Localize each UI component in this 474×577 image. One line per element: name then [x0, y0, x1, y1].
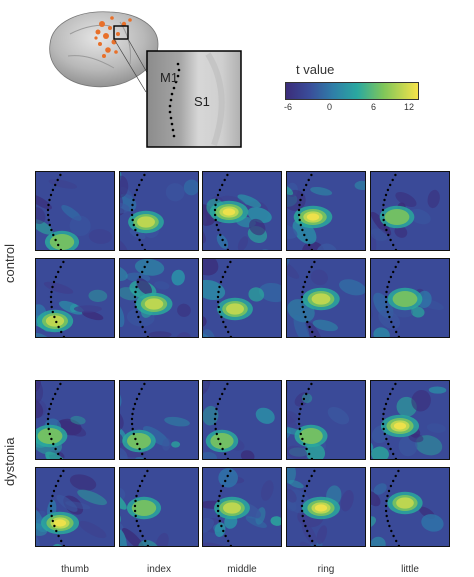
- activation-panel-dystonia-index-2: [119, 467, 199, 547]
- activation-panel-control-ring-1: [286, 171, 366, 251]
- activation-panel-dystonia-middle-1: [202, 380, 282, 460]
- finger-label-ring: ring: [317, 564, 335, 575]
- activation-panel-control-middle-1: [202, 171, 282, 251]
- finger-label-index: index: [147, 564, 171, 575]
- brain-illustration: [49, 11, 159, 93]
- activation-panel-dystonia-index-1: [119, 380, 199, 460]
- activation-panel-dystonia-little-1: [370, 380, 450, 460]
- colorbar-tick-3: 6: [371, 102, 377, 112]
- activation-panel-control-index-2: [119, 258, 199, 338]
- finger-label-little: little: [401, 564, 419, 575]
- activation-panel-dystonia-ring-1: [286, 380, 366, 460]
- colorbar-tick-4: 12: [404, 102, 415, 112]
- group-label-control: control: [2, 243, 17, 283]
- activation-panel-control-index-1: [119, 171, 199, 251]
- activation-panel-control-ring-2: [286, 258, 366, 338]
- activation-panel-control-middle-2: [202, 258, 282, 338]
- activation-panel-control-thumb-2: [35, 258, 115, 338]
- activation-panel-dystonia-little-2: [370, 467, 450, 547]
- colorbar-tick-1: -6: [284, 102, 293, 112]
- activation-panel-control-thumb-1: [35, 171, 115, 251]
- activation-panel-dystonia-middle-2: [202, 467, 282, 547]
- zoom-inset: [146, 50, 242, 148]
- colorbar-title: t value: [296, 62, 335, 77]
- colorbar-tick-2: 0: [327, 102, 333, 112]
- finger-label-middle: middle: [227, 564, 257, 575]
- activation-panel-control-little-1: [370, 171, 450, 251]
- activation-panel-dystonia-thumb-1: [35, 380, 115, 460]
- m1-label: M1: [160, 70, 179, 85]
- s1-label: S1: [194, 94, 210, 109]
- colorbar: [285, 82, 419, 100]
- activation-panel-control-little-2: [370, 258, 450, 338]
- activation-panel-dystonia-thumb-2: [35, 467, 115, 547]
- activation-panel-dystonia-ring-2: [286, 467, 366, 547]
- group-label-dystonia: dystonia: [2, 437, 17, 486]
- finger-label-thumb: thumb: [61, 564, 89, 575]
